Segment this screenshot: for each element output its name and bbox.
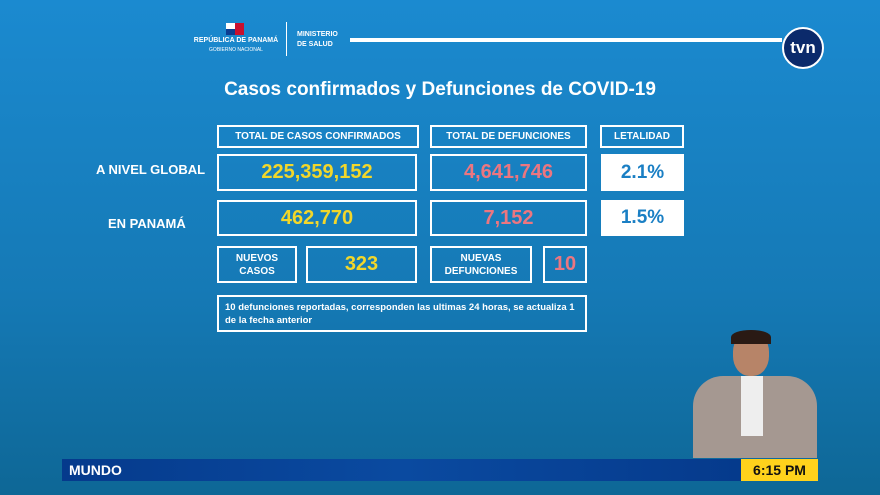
panama-deaths: 7,152: [430, 200, 587, 236]
global-deaths: 4,641,746: [430, 154, 587, 191]
note: 10 defunciones reportadas, corresponden …: [217, 295, 587, 332]
page-title: Casos confirmados y Defunciones de COVID…: [224, 79, 656, 100]
ticker-time-text: 6:15 PM: [753, 462, 806, 478]
header-lethality: LETALIDAD: [600, 125, 684, 148]
header-deaths: TOTAL DE DEFUNCIONES: [430, 125, 587, 148]
new-deaths: 10: [543, 246, 587, 283]
new-cases-label: NUEVOS CASOS: [217, 246, 297, 283]
ministry-line2: DE SALUD: [297, 41, 333, 48]
sign-language-interpreter: [685, 330, 820, 458]
global-cases: 225,359,152: [217, 154, 417, 191]
panama-cases: 462,770: [217, 200, 417, 236]
divider: [286, 22, 287, 56]
new-cases: 323: [306, 246, 417, 283]
global-lethality: 2.1%: [601, 154, 684, 191]
new-cases-label-2: CASOS: [239, 265, 275, 277]
tvn-logo: tvn: [782, 27, 824, 69]
new-cases-label-1: NUEVOS: [235, 252, 279, 264]
ministry-line1: MINISTERIO: [297, 31, 338, 38]
panama-lethality: 1.5%: [601, 200, 684, 236]
ticker-section: MUNDO: [69, 462, 122, 478]
row-label-panama: EN PANAMÁ: [108, 216, 186, 231]
new-deaths-label-2: DEFUNCIONES: [444, 265, 518, 277]
new-deaths-label: NUEVAS DEFUNCIONES: [430, 246, 532, 283]
note-text: 10 defunciones reportadas, corresponden …: [225, 301, 575, 326]
ticker-time: 6:15 PM: [741, 459, 818, 481]
panama-flag-icon: [226, 23, 244, 35]
tvn-logo-text: tvn: [790, 38, 816, 57]
header-line: [350, 38, 782, 42]
row-label-global: A NIVEL GLOBAL: [96, 162, 206, 177]
gov-sub: GOBIERNO NACIONAL: [209, 47, 263, 53]
header-cases: TOTAL DE CASOS CONFIRMADOS: [217, 125, 419, 148]
gov-name: REPÚBLICA DE PANAMÁ: [193, 37, 279, 44]
new-deaths-label-1: NUEVAS: [460, 252, 502, 264]
ticker-bar: [62, 459, 741, 481]
